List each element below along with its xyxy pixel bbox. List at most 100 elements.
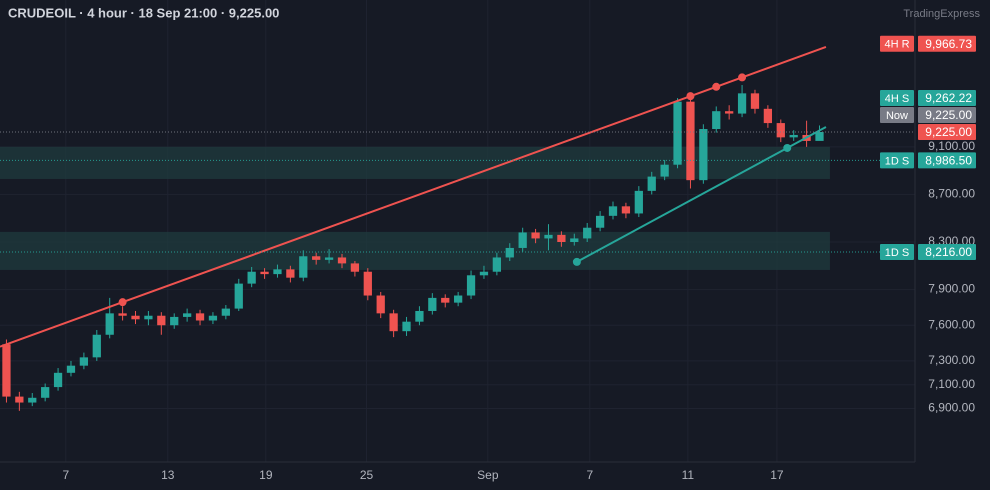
candle-body — [492, 257, 501, 272]
candle-body — [595, 215, 605, 228]
candle-body — [441, 297, 450, 303]
level-value: 9,262.22 — [925, 91, 972, 105]
level-value-box — [918, 35, 976, 52]
candle-body — [789, 134, 798, 138]
x-tick-label: 7 — [586, 468, 593, 482]
candle-body — [660, 164, 669, 177]
trendline-touch — [738, 73, 747, 82]
candle-body — [337, 257, 347, 264]
y-tick-label: 7,300.00 — [928, 353, 975, 367]
candle-body — [815, 132, 824, 141]
candle-body — [673, 101, 682, 165]
candle-body — [634, 190, 643, 214]
candle-body — [15, 396, 24, 403]
candle-body — [28, 397, 37, 403]
candle-body — [699, 129, 708, 181]
candle-body — [750, 93, 760, 109]
zone — [0, 231, 830, 270]
candle-body — [144, 315, 153, 320]
y-tick-label: 9,100.00 — [928, 139, 975, 153]
candle-body — [363, 271, 372, 296]
x-tick-label: 7 — [62, 468, 69, 482]
x-tick-label: 11 — [682, 468, 695, 482]
candle-body — [763, 108, 773, 124]
candle-body — [621, 206, 631, 214]
candle-body — [79, 357, 89, 366]
level-name: 1D S — [885, 247, 909, 259]
level-name: 4H S — [885, 93, 909, 105]
level-value: 8,986.50 — [925, 154, 972, 168]
candle-body — [647, 176, 656, 191]
candle-body — [66, 365, 76, 373]
candles — [2, 85, 824, 411]
candle-body — [92, 334, 101, 358]
candle-body — [221, 308, 230, 316]
candle-body — [557, 234, 566, 242]
candle-body — [118, 313, 127, 316]
level-value-box — [918, 152, 976, 169]
trendline-touch — [712, 82, 721, 91]
candle-body — [105, 313, 114, 335]
trendline-touch — [783, 143, 792, 152]
y-tick-label: 8,700.00 — [928, 187, 975, 201]
candle-body — [350, 263, 360, 272]
level-name: 1D S — [885, 155, 909, 167]
x-tick-label: Sep — [477, 468, 499, 482]
candle-body — [608, 206, 618, 216]
axes: 7 13 19 25 Sep 7 11 17 6,900.00 7,100.00 7,300.00 7… — [62, 139, 975, 482]
y-tick-label: 7,600.00 — [928, 317, 975, 331]
candle-body — [583, 227, 592, 239]
candle-body — [570, 238, 579, 242]
candle-body — [518, 232, 527, 248]
level-value-box — [918, 124, 976, 140]
candle-body — [402, 321, 411, 332]
candle-body — [131, 315, 140, 320]
y-tick-label: 6,900.00 — [928, 401, 975, 415]
candle-body — [53, 372, 63, 388]
chart-title: CRUDEOIL · 4 hour · 18 Sep 21:00 · 9,225… — [8, 5, 279, 20]
candle-body — [157, 315, 166, 326]
level-name-box — [880, 107, 914, 123]
candle-body — [725, 111, 734, 114]
candle-body — [712, 111, 721, 130]
brand: TradingExpress — [903, 8, 980, 20]
x-tick-label: 19 — [259, 468, 273, 482]
y-tick-label: 7,100.00 — [928, 377, 975, 391]
y-tick-label: 7,900.00 — [928, 282, 975, 296]
candle-body — [479, 271, 489, 276]
candle-body — [466, 275, 476, 296]
level-value: 9,225.00 — [925, 125, 972, 139]
candle-body — [208, 315, 218, 321]
level-name-box — [880, 243, 914, 260]
candle-body — [170, 316, 179, 326]
candle-body — [273, 269, 282, 275]
candle-body — [428, 297, 437, 311]
candle-body — [737, 93, 747, 114]
candle-body — [195, 313, 205, 321]
candle-body — [415, 310, 424, 322]
candle-body — [544, 234, 553, 239]
level-value: 8,216.00 — [925, 245, 972, 259]
candle-body — [247, 271, 256, 284]
level-value: 9,225.00 — [925, 108, 972, 122]
candle-body — [505, 247, 514, 258]
level-value-box — [918, 107, 976, 123]
x-tick-label: 25 — [360, 468, 374, 482]
candle-body — [454, 295, 463, 303]
candle-body — [299, 256, 308, 278]
candle-body — [286, 269, 295, 278]
level-name-box — [880, 90, 914, 106]
candle-body — [312, 256, 321, 260]
candle-body — [389, 313, 398, 332]
level-tags: 9,966.73 4H R 9,262.22 4H S 9,225.00 Now 9,225… — [880, 35, 976, 260]
level-value: 9,966.73 — [925, 37, 972, 51]
level-value-box — [918, 90, 976, 106]
candle-body — [324, 257, 334, 260]
x-tick-label: 13 — [161, 468, 175, 482]
trendline-touch — [118, 298, 127, 307]
candle-body — [41, 387, 50, 398]
candle-body — [686, 101, 695, 181]
level-name-box — [880, 35, 914, 52]
trendline-touch — [572, 257, 581, 266]
